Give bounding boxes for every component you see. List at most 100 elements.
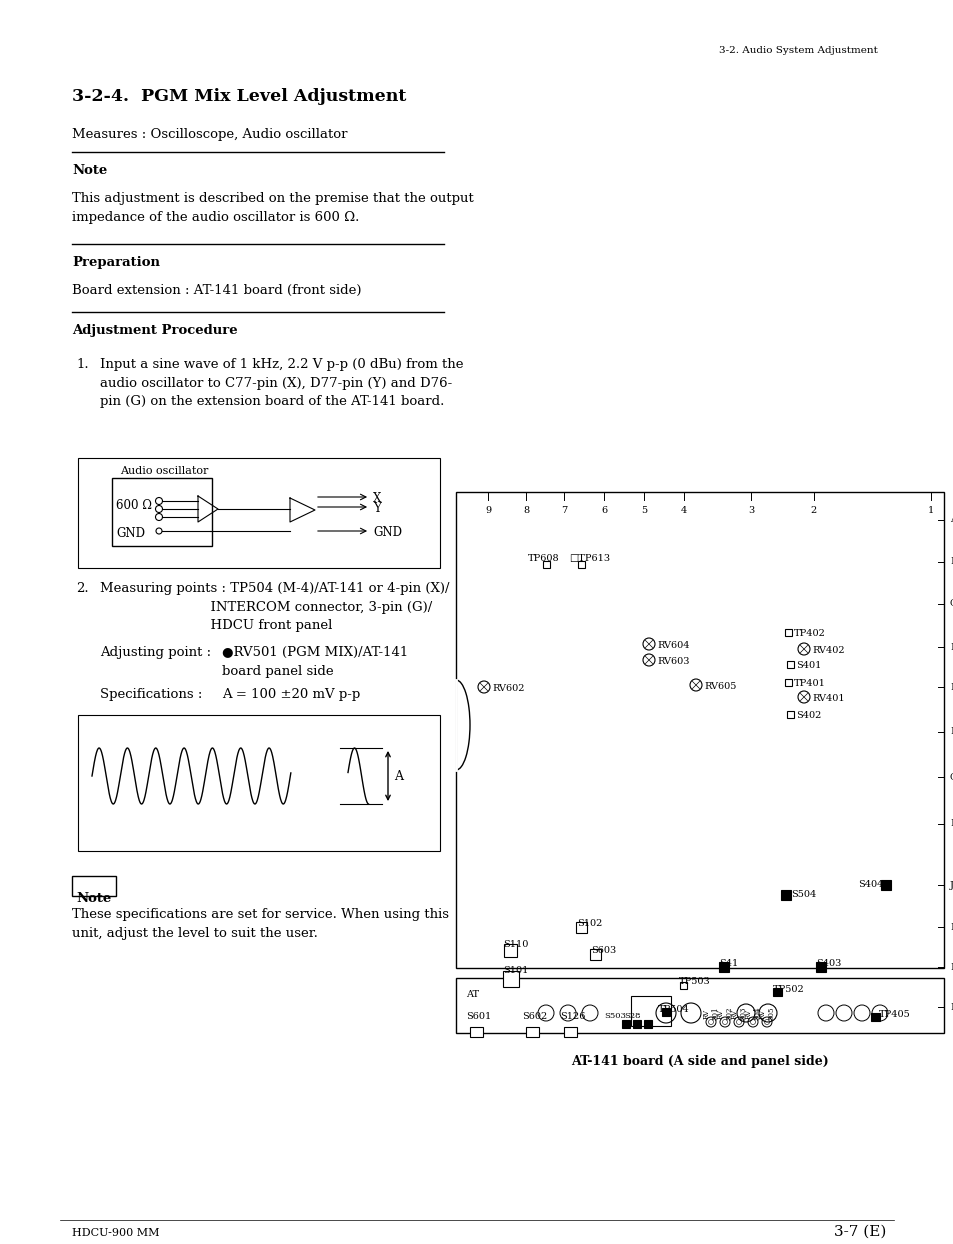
Text: TP608: TP608 <box>527 554 559 564</box>
Text: S110: S110 <box>502 940 528 949</box>
Text: Input a sine wave of 1 kHz, 2.2 V p-p (0 dBu) from the
audio oscillator to C77-p: Input a sine wave of 1 kHz, 2.2 V p-p (0… <box>100 358 463 408</box>
Text: 3-2. Audio System Adjustment: 3-2. Audio System Adjustment <box>719 46 877 55</box>
Text: J: J <box>949 881 953 889</box>
Bar <box>719 962 728 972</box>
Text: A: A <box>394 770 402 782</box>
Text: TP503: TP503 <box>679 977 710 986</box>
Text: Board extension : AT-141 board (front side): Board extension : AT-141 board (front si… <box>71 284 361 297</box>
Bar <box>71 876 116 896</box>
Text: 7: 7 <box>560 506 566 515</box>
Text: RV603: RV603 <box>657 657 689 666</box>
Bar <box>786 661 794 668</box>
Bar <box>525 1028 538 1037</box>
Text: RV602: RV602 <box>492 684 524 693</box>
Bar <box>786 710 794 718</box>
Bar <box>781 889 790 899</box>
Bar <box>773 988 781 996</box>
Text: TP401: TP401 <box>793 679 825 688</box>
Text: RV604: RV604 <box>657 641 689 651</box>
Text: RV
504: RV 504 <box>743 1006 760 1020</box>
Text: 6: 6 <box>600 506 606 515</box>
Bar <box>643 1020 651 1028</box>
Text: □TP613: □TP613 <box>568 554 610 564</box>
Bar <box>871 1013 880 1021</box>
Text: 5: 5 <box>640 506 646 515</box>
Text: Y: Y <box>373 503 380 515</box>
Bar <box>880 880 890 889</box>
Bar <box>578 561 585 567</box>
Text: S602: S602 <box>521 1013 547 1021</box>
Text: Specifications :: Specifications : <box>100 688 202 702</box>
Bar <box>502 972 518 986</box>
Text: Preparation: Preparation <box>71 256 160 269</box>
Text: 1.: 1. <box>76 358 89 371</box>
Text: 2: 2 <box>810 506 817 515</box>
Text: A = 100 ±20 mV p-p: A = 100 ±20 mV p-p <box>222 688 360 702</box>
Text: This adjustment is described on the premise that the output
impedance of the aud: This adjustment is described on the prem… <box>71 192 474 224</box>
Text: X: X <box>373 491 381 505</box>
Text: RV
501: RV 501 <box>701 1006 719 1020</box>
Bar <box>576 922 587 933</box>
Text: AT: AT <box>465 990 478 999</box>
Text: GND: GND <box>373 526 401 539</box>
Bar <box>563 1028 577 1037</box>
Text: S601: S601 <box>465 1013 491 1021</box>
Bar <box>543 561 550 567</box>
Bar <box>784 628 792 636</box>
Text: S101: S101 <box>502 967 528 975</box>
Text: M: M <box>949 1003 953 1011</box>
Text: 9: 9 <box>484 506 491 515</box>
Bar <box>456 491 943 968</box>
Text: G: G <box>949 773 953 781</box>
Bar <box>679 982 687 989</box>
Text: D: D <box>949 642 953 652</box>
Bar <box>815 962 825 972</box>
Text: S126: S126 <box>559 1013 585 1021</box>
Bar <box>112 478 212 546</box>
Text: These specifications are set for service. When using this
unit, adjust the level: These specifications are set for service… <box>71 908 449 939</box>
Text: Adjustment Procedure: Adjustment Procedure <box>71 323 237 337</box>
Bar <box>470 1028 482 1037</box>
Text: C: C <box>949 600 953 608</box>
Text: S404: S404 <box>857 880 882 889</box>
Bar <box>784 678 792 685</box>
Text: Adjusting point :: Adjusting point : <box>100 646 211 659</box>
Text: Measuring points : TP504 (M-4)/AT-141 or 4-pin (X)/
                          IN: Measuring points : TP504 (M-4)/AT-141 or… <box>100 582 449 632</box>
Text: RV402: RV402 <box>811 646 843 656</box>
Text: S41: S41 <box>719 959 738 968</box>
Bar <box>590 948 601 959</box>
Text: S28: S28 <box>623 1013 639 1020</box>
Text: F: F <box>949 728 953 736</box>
Text: RV401: RV401 <box>811 694 843 703</box>
Bar <box>621 1020 629 1028</box>
Text: Note: Note <box>76 892 112 904</box>
Text: H: H <box>949 820 953 829</box>
Text: 3-7 (E): 3-7 (E) <box>833 1225 885 1239</box>
Text: S503: S503 <box>603 1013 625 1020</box>
Text: 8: 8 <box>522 506 529 515</box>
Text: ●RV501 (PGM MIX)/AT-141
board panel side: ●RV501 (PGM MIX)/AT-141 board panel side <box>222 646 408 678</box>
Text: Measures : Oscilloscope, Audio oscillator: Measures : Oscilloscope, Audio oscillato… <box>71 128 347 141</box>
Bar <box>630 996 670 1026</box>
Text: Audio oscillator: Audio oscillator <box>120 466 208 476</box>
Text: B: B <box>949 557 953 566</box>
Text: 3: 3 <box>747 506 753 515</box>
Text: S403: S403 <box>815 959 841 968</box>
Text: S504: S504 <box>790 889 816 899</box>
Text: RV605: RV605 <box>703 682 736 690</box>
Text: 600 Ω: 600 Ω <box>116 499 152 513</box>
Text: TP405: TP405 <box>878 1010 910 1019</box>
Text: S401: S401 <box>795 661 821 671</box>
Bar <box>456 978 943 1033</box>
Text: TP402: TP402 <box>793 629 825 638</box>
Text: RV
505: RV 505 <box>758 1006 775 1020</box>
Text: Note: Note <box>71 164 107 177</box>
Text: TP502: TP502 <box>772 985 804 994</box>
Text: A: A <box>949 515 953 525</box>
Text: RV
502: RV 502 <box>716 1006 733 1020</box>
Bar <box>661 1008 669 1016</box>
Text: S402: S402 <box>795 712 821 720</box>
Text: TP504: TP504 <box>658 1005 689 1014</box>
Bar <box>504 943 517 957</box>
Text: AT-141 board (A side and panel side): AT-141 board (A side and panel side) <box>571 1055 828 1069</box>
